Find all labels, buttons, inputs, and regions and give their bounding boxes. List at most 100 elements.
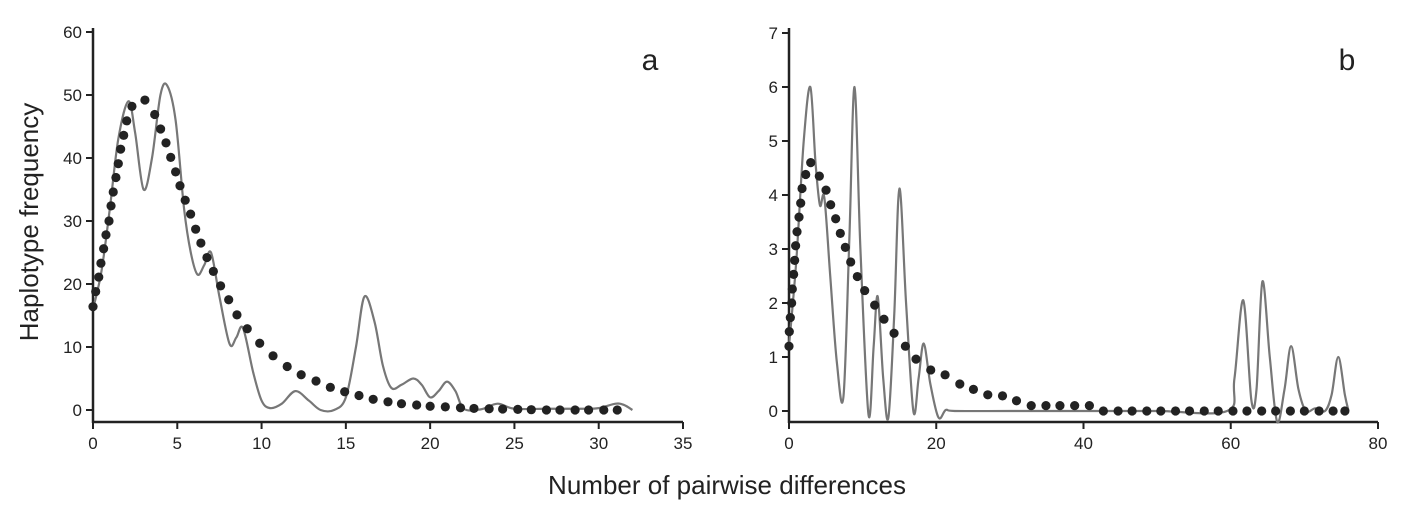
expected-distribution-dot [232, 310, 242, 320]
expected-distribution-dot [166, 152, 176, 162]
y-tick-label: 60 [63, 23, 82, 42]
expected-distribution-dot [826, 200, 836, 210]
expected-distribution-dot [113, 159, 123, 169]
x-tick-label: 60 [1221, 434, 1240, 453]
expected-distribution-dot [806, 158, 816, 168]
expected-distribution-dot [122, 116, 132, 126]
expected-distribution-dot [368, 394, 378, 404]
x-tick-label: 40 [1074, 434, 1093, 453]
expected-distribution-dot [787, 298, 797, 308]
y-tick-label: 7 [769, 24, 778, 43]
expected-distribution-dot [268, 351, 278, 361]
expected-distribution-dot [879, 314, 889, 324]
expected-distribution-dot [1314, 406, 1324, 416]
expected-distribution-dot [91, 286, 101, 297]
x-tick-label: 15 [336, 434, 355, 453]
expected-distribution-dot [555, 405, 565, 415]
expected-distribution-dot [175, 181, 185, 191]
expected-distribution-dot [1340, 406, 1350, 416]
expected-distribution-dot [1271, 406, 1281, 416]
expected-distribution-dot [191, 224, 201, 234]
expected-distribution-dot [1084, 401, 1094, 411]
expected-distribution-dot [104, 216, 114, 226]
expected-distribution-dot [796, 198, 806, 208]
expected-distribution-dot [955, 379, 965, 389]
expected-distribution-dot [1170, 406, 1181, 416]
expected-distribution-dot [1026, 401, 1036, 411]
expected-distribution-dot [196, 238, 206, 248]
x-tick-label: 25 [505, 434, 524, 453]
expected-distribution-dot [1184, 406, 1195, 416]
expected-distribution-dot [396, 399, 407, 409]
expected-distribution-dot [846, 257, 856, 267]
expected-distribution-dot [340, 387, 350, 397]
expected-distribution-dot [383, 397, 393, 407]
y-tick-label: 3 [769, 240, 778, 259]
x-tick-label: 5 [173, 434, 182, 453]
panel-label: b [1339, 44, 1356, 77]
expected-distribution-dot [791, 241, 801, 251]
expected-distribution-dot [150, 109, 160, 120]
expected-distribution-dot [101, 230, 111, 240]
expected-distribution-dot [612, 405, 622, 415]
y-tick-label: 2 [769, 294, 778, 313]
expected-distribution-dot [412, 400, 422, 410]
observed-distribution-line [787, 85, 1350, 424]
expected-distribution-dot [1011, 396, 1022, 406]
y-tick-label: 0 [769, 402, 778, 421]
expected-distribution-dot [296, 370, 306, 380]
expected-distribution-dot [570, 405, 580, 415]
expected-distribution-dot [784, 341, 794, 351]
expected-distribution-dot [106, 201, 116, 211]
expected-distribution-dot [96, 258, 106, 268]
expected-distribution-dot [1285, 406, 1295, 416]
expected-distribution-dot [1328, 406, 1338, 416]
y-tick-label: 50 [63, 86, 82, 105]
expected-distribution-dot [787, 284, 797, 294]
expected-distribution-dot [116, 144, 126, 154]
expected-distribution-dot [889, 328, 899, 338]
panel-label: a [642, 44, 659, 77]
expected-distribution-dot [792, 227, 802, 237]
expected-distribution-dot [484, 404, 494, 414]
expected-distribution-dot [155, 124, 166, 134]
expected-distribution-dot [202, 252, 212, 263]
expected-distribution-dot [526, 405, 536, 415]
y-tick-label: 30 [63, 212, 82, 231]
expected-distribution-dot [831, 214, 841, 224]
expected-distribution-dot [216, 281, 226, 291]
expected-distribution-dot [498, 404, 508, 414]
expected-distribution-dot [852, 271, 862, 282]
expected-distribution-dot [1041, 401, 1051, 411]
x-axis-label: Number of pairwise differences [548, 470, 906, 500]
expected-distribution-dot [1213, 406, 1223, 416]
expected-distribution-dot [860, 285, 870, 296]
expected-distribution-dot [784, 327, 794, 337]
y-axis-label: Haplotype frequency [14, 103, 44, 341]
x-tick-label: 10 [252, 434, 271, 453]
expected-distribution-dot [835, 228, 845, 238]
expected-distribution-dot [325, 382, 335, 392]
expected-distribution-dot [469, 403, 479, 414]
expected-distribution-dot [425, 401, 435, 411]
expected-distribution-dot [180, 195, 190, 205]
expected-distribution-dot [127, 101, 137, 111]
expected-distribution-dot [785, 312, 795, 323]
expected-distribution-dot [997, 391, 1008, 401]
expected-distribution-dot [242, 324, 252, 334]
y-tick-label: 0 [73, 401, 82, 420]
expected-distribution-dot [1098, 406, 1108, 416]
y-tick-label: 1 [769, 348, 778, 367]
expected-distribution-dot [983, 390, 993, 400]
expected-distribution-dot [801, 169, 811, 180]
expected-distribution-dot [911, 354, 921, 364]
expected-distribution-dot [1127, 406, 1137, 416]
expected-distribution-dot [513, 404, 523, 414]
expected-distribution-dot [108, 187, 118, 197]
expected-distribution-dot [1228, 406, 1238, 416]
expected-distribution-dot [354, 390, 364, 401]
expected-distribution-dot [1257, 406, 1267, 416]
x-tick-label: 0 [88, 434, 97, 453]
expected-distribution-dot [599, 405, 609, 415]
expected-distribution-dot [1055, 401, 1065, 411]
